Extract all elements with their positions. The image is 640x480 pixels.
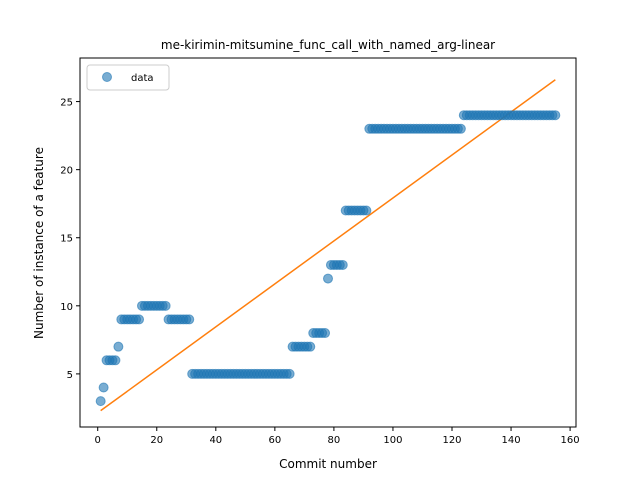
x-tick-label: 60 xyxy=(268,435,281,446)
points-layer xyxy=(95,110,561,407)
data-point xyxy=(284,368,295,379)
chart-title: me-kirimin-mitsumine_func_call_with_name… xyxy=(161,38,495,52)
axes-layer: 0 20 40 60 80 100 120 140 160 5 10 15 20 25 xyxy=(60,57,580,446)
y-tick-label: 20 xyxy=(60,166,73,177)
axes-frame xyxy=(79,57,577,428)
data-point xyxy=(184,314,195,325)
x-tick-label: 140 xyxy=(502,435,521,446)
data-point xyxy=(323,273,333,284)
data-point xyxy=(98,382,109,393)
x-tick-label: 40 xyxy=(209,435,222,446)
y-tick-label: 10 xyxy=(60,302,73,313)
data-point xyxy=(305,341,316,352)
data-point xyxy=(361,205,372,216)
legend-marker xyxy=(102,72,112,82)
fit-line xyxy=(100,79,556,412)
data-point xyxy=(113,341,124,352)
data-point xyxy=(320,328,331,339)
y-tick-label: 15 xyxy=(60,234,73,245)
x-tick-label: 80 xyxy=(328,435,341,446)
legend-label: data xyxy=(131,73,154,84)
data-point xyxy=(455,123,466,134)
y-tick-label: 25 xyxy=(60,98,73,109)
fit-layer xyxy=(100,79,556,412)
x-tick-label: 0 xyxy=(95,435,101,446)
legend-box xyxy=(86,64,170,91)
x-tick-label: 120 xyxy=(442,435,461,446)
data-point xyxy=(337,259,348,270)
legend: data xyxy=(86,64,170,91)
data-point xyxy=(110,355,121,366)
data-point xyxy=(550,110,561,121)
x-tick-label: 100 xyxy=(383,435,402,446)
x-tick-label: 20 xyxy=(150,435,163,446)
x-axis-label: Commit number xyxy=(279,457,377,471)
data-point xyxy=(134,314,145,325)
x-tick-label: 160 xyxy=(561,435,580,446)
data-point xyxy=(160,300,171,311)
data-point xyxy=(95,396,106,407)
y-axis-label: Number of instance of a feature xyxy=(32,147,46,339)
y-tick-label: 5 xyxy=(67,370,73,381)
